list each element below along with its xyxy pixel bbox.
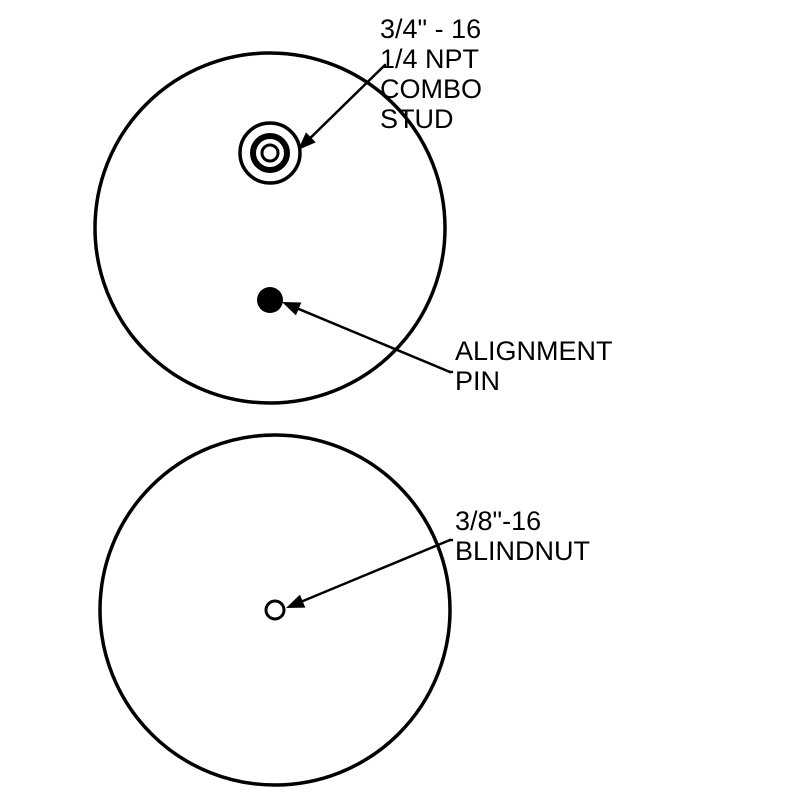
blindnut-circle [266,601,284,619]
alignment-pin-dot [257,287,283,313]
combo-stud-mid [253,136,287,170]
combo-stud-outer [240,123,300,183]
label-alignment-pin: ALIGNMENTPIN [455,336,613,396]
bottom-plate-circle [100,435,450,785]
technical-diagram: 3/4" - 161/4 NPTCOMBOSTUD ALIGNMENTPIN 3/8… [0,0,800,800]
label-blindnut: 3/8"-16BLINDNUT [455,506,590,566]
label-combo-stud: 3/4" - 161/4 NPTCOMBOSTUD [380,14,482,134]
combo-stud-inner [262,145,278,161]
